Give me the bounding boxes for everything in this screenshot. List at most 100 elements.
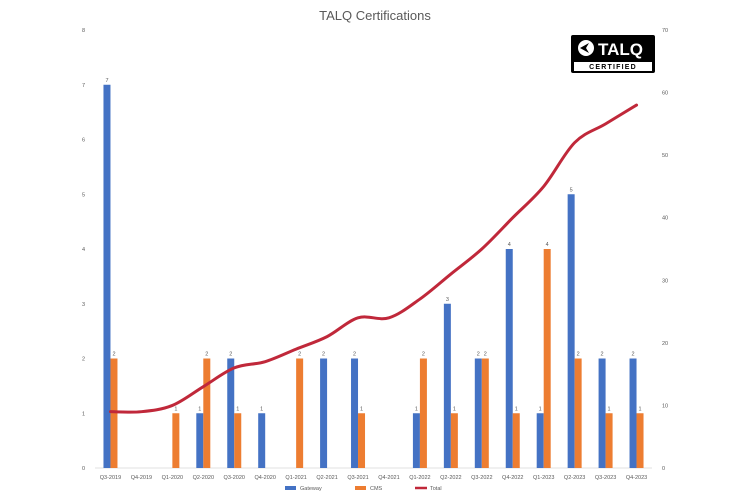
- logo-word: TALQ: [598, 40, 643, 59]
- cms-data-label: 2: [484, 352, 487, 358]
- left-axis-tick-label: 3: [82, 302, 85, 308]
- x-axis-tick-label: Q2-2022: [440, 475, 461, 481]
- legend-label-gateway: Gateway: [300, 486, 322, 492]
- left-axis-tick-label: 8: [82, 28, 85, 34]
- legend-label-total: Total: [430, 486, 442, 492]
- left-axis-tick-label: 1: [82, 411, 85, 417]
- gateway-data-label: 2: [353, 352, 356, 358]
- x-axis-tick-label: Q3-2020: [224, 475, 245, 481]
- gateway-bar: [474, 358, 482, 468]
- x-axis-tick-label: Q1-2021: [285, 475, 306, 481]
- gateway-data-label: 1: [415, 406, 418, 412]
- cms-data-label: 4: [546, 242, 549, 248]
- logo-badge-box: [574, 62, 652, 71]
- right-axis-tick-label: 10: [662, 403, 668, 409]
- gateway-data-label: 2: [229, 352, 232, 358]
- right-axis-tick-label: 0: [662, 466, 665, 472]
- cms-data-label: 1: [515, 406, 518, 412]
- cms-bar: [234, 413, 242, 468]
- cms-bar: [636, 413, 644, 468]
- gateway-data-label: 5: [570, 187, 573, 193]
- gateway-data-label: 2: [322, 352, 325, 358]
- gateway-bar: [196, 413, 204, 468]
- cms-bar: [574, 358, 582, 468]
- left-axis-tick-label: 5: [82, 192, 85, 198]
- x-axis-tick-label: Q1-2022: [409, 475, 430, 481]
- gateway-bar: [320, 358, 328, 468]
- cms-bar: [203, 358, 211, 468]
- cms-data-label: 1: [638, 406, 641, 412]
- cms-bar: [481, 358, 489, 468]
- talq-certified-logo: TALQ CERTIFIED: [571, 35, 655, 73]
- left-axis-tick-label: 2: [82, 357, 85, 363]
- gateway-data-label: 3: [446, 297, 449, 303]
- logo-badge: CERTIFIED: [589, 64, 637, 71]
- legend-label-cms: CMS: [370, 486, 383, 492]
- x-axis-tick-label: Q3-2022: [471, 475, 492, 481]
- cms-data-label: 2: [112, 352, 115, 358]
- gateway-bar: [629, 358, 637, 468]
- right-axis-tick-label: 50: [662, 153, 668, 159]
- gateway-data-label: 1: [260, 406, 263, 412]
- gateway-data-label: 2: [631, 352, 634, 358]
- gateway-bar: [598, 358, 606, 468]
- gateway-data-label: 2: [601, 352, 604, 358]
- left-axis-tick-label: 4: [82, 247, 85, 253]
- cms-bar: [512, 413, 520, 468]
- cms-data-label: 2: [205, 352, 208, 358]
- gateway-data-label: 4: [508, 242, 511, 248]
- gateway-bar: [567, 194, 575, 468]
- x-axis-tick-label: Q4-2019: [131, 475, 152, 481]
- cms-data-label: 1: [236, 406, 239, 412]
- x-axis-tick-label: Q3-2023: [595, 475, 616, 481]
- cms-bar: [419, 358, 427, 468]
- x-axis-tick-label: Q2-2023: [564, 475, 585, 481]
- gateway-bar: [227, 358, 235, 468]
- x-axis-tick-label: Q3-2021: [347, 475, 368, 481]
- combo-chart: TALQ Certifications TALQ CERTIFIED 0 1 2 3 4…: [82, 8, 668, 492]
- gateway-data-label: 2: [477, 352, 480, 358]
- cms-bar: [172, 413, 180, 468]
- cms-data-label: 1: [360, 406, 363, 412]
- x-axis-tick-label: Q4-2023: [626, 475, 647, 481]
- x-axis-tick-label: Q1-2023: [533, 475, 554, 481]
- legend-swatch-gateway: [285, 486, 296, 490]
- cms-bar: [605, 413, 613, 468]
- gateway-bar: [412, 413, 420, 468]
- x-axis-tick-label: Q4-2021: [378, 475, 399, 481]
- cms-bar: [450, 413, 458, 468]
- cms-bar: [296, 358, 304, 468]
- gateway-data-label: 1: [198, 406, 201, 412]
- left-axis-tick-label: 7: [82, 83, 85, 89]
- right-axis-tick-label: 20: [662, 341, 668, 347]
- x-axis-tick-label: Q4-2022: [502, 475, 523, 481]
- x-axis-tick-label: Q4-2020: [254, 475, 275, 481]
- legend: Gateway CMS Total: [285, 486, 442, 492]
- x-axis-tick-label: Q2-2020: [193, 475, 214, 481]
- cms-bar: [543, 249, 551, 468]
- gateway-bar: [351, 358, 359, 468]
- gateway-data-label: 7: [105, 78, 108, 84]
- cms-data-label: 1: [608, 406, 611, 412]
- cms-data-label: 1: [174, 406, 177, 412]
- gateway-bar: [103, 84, 111, 468]
- total-line-path: [108, 103, 639, 414]
- logo-mark-arrow: [580, 43, 589, 53]
- left-axis-tick-label: 0: [82, 466, 85, 472]
- gateway-bar: [258, 413, 266, 468]
- gateway-data-label: 1: [539, 406, 542, 412]
- right-axis-tick-label: 30: [662, 278, 668, 284]
- cms-data-label: 2: [298, 352, 301, 358]
- x-axis-tick-label: Q3-2019: [100, 475, 121, 481]
- chart-title: TALQ Certifications: [319, 8, 431, 23]
- cms-data-label: 2: [577, 352, 580, 358]
- right-axis-tick-label: 70: [662, 28, 668, 34]
- cms-data-label: 2: [422, 352, 425, 358]
- bars: [103, 84, 644, 468]
- gateway-bar: [443, 303, 451, 468]
- legend-swatch-cms: [355, 486, 366, 490]
- cms-bar: [358, 413, 366, 468]
- x-axis-tick-label: Q2-2021: [316, 475, 337, 481]
- axes: 0 1 2 3 4 5 6 7 8 0 10 20 30 40 50 60 70 Q3-2019 Q4-2019 Q1…: [82, 28, 668, 481]
